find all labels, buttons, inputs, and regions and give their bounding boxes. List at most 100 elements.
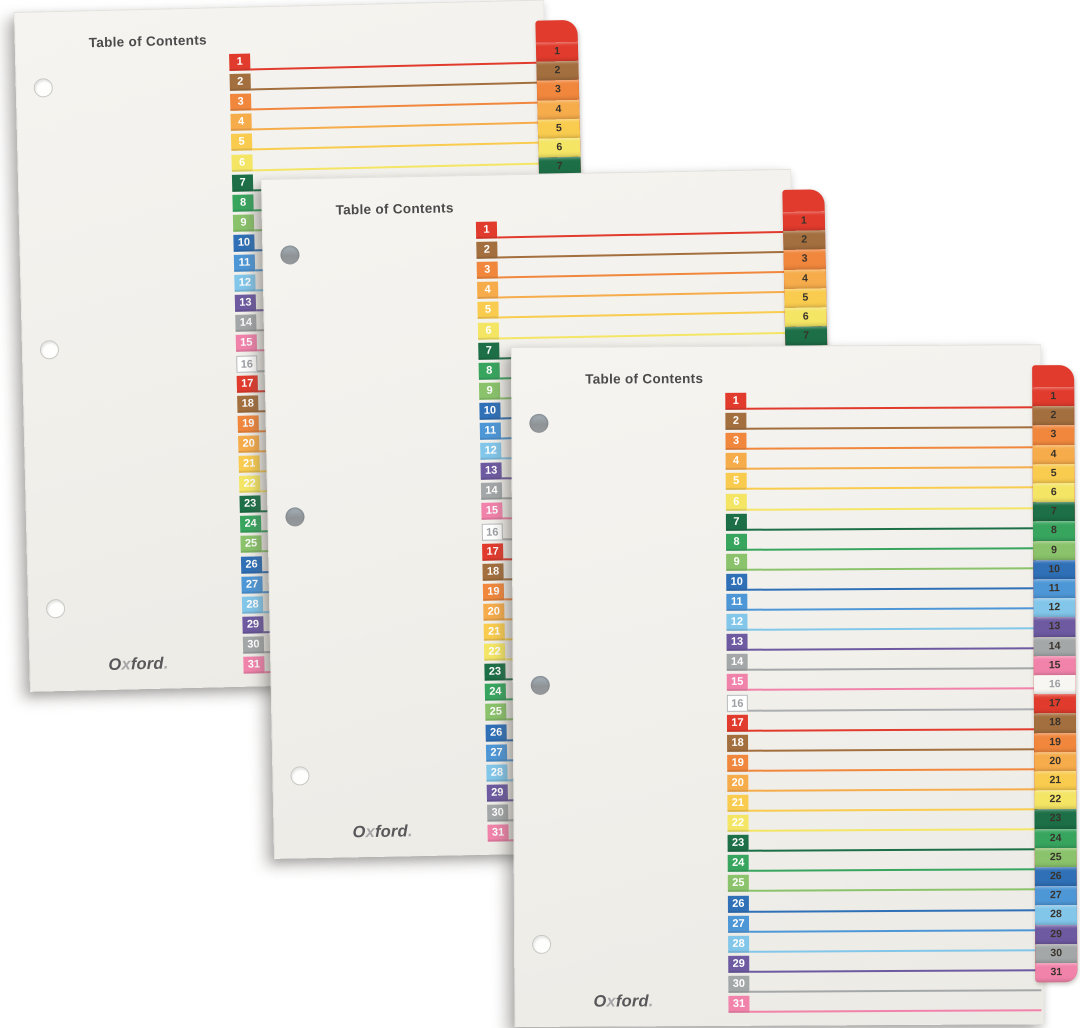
entry-line xyxy=(749,948,1042,953)
index-tab: 3 xyxy=(783,249,826,270)
entry-line xyxy=(748,788,1041,792)
entry-number: 1 xyxy=(725,392,747,410)
index-tab: 27 xyxy=(1034,886,1077,906)
brand-logo-segment: . xyxy=(407,822,413,841)
index-tab: 6 xyxy=(784,307,827,328)
entry-number: 12 xyxy=(726,613,748,631)
toc-row: 6 xyxy=(725,492,1039,511)
entry-number: 6 xyxy=(231,153,253,172)
entry-number: 18 xyxy=(482,563,504,581)
index-tab: 2 xyxy=(536,60,579,82)
entry-line xyxy=(747,627,1040,631)
entry-line xyxy=(747,546,1040,551)
toc-rows: 1 2 3 4 5 6 7 8 9 10 11 12 13 14 15 16 17 18 19 20 21 22 23 24 2… xyxy=(512,345,1042,1013)
entry-number: 1 xyxy=(475,221,498,239)
index-tab: 8 xyxy=(1032,521,1076,541)
entry-line xyxy=(748,868,1041,873)
entry-number: 30 xyxy=(728,975,750,993)
index-tab: 20 xyxy=(1034,751,1077,772)
punch-holes xyxy=(15,1,543,618)
index-tab: 1 xyxy=(535,41,579,62)
entry-number: 30 xyxy=(242,636,265,654)
entry-number: 6 xyxy=(725,493,747,511)
entry-number: 29 xyxy=(728,955,750,973)
punch-hole xyxy=(532,934,552,954)
toc-row: 17 xyxy=(726,713,1041,732)
index-tab: 29 xyxy=(1035,924,1078,945)
entry-number: 18 xyxy=(727,734,749,752)
index-tab: 2 xyxy=(783,230,826,251)
index-tab: 16 xyxy=(1033,675,1076,695)
toc-row: 10 xyxy=(726,572,1040,591)
entry-number: 7 xyxy=(231,174,254,192)
entry-number: 19 xyxy=(237,415,259,433)
entry-number: 8 xyxy=(478,362,500,380)
entry-number: 5 xyxy=(725,473,747,491)
entry-number: 16 xyxy=(236,354,258,373)
entry-number: 22 xyxy=(238,475,261,493)
index-tab: 5 xyxy=(784,287,827,308)
index-tab: 15 xyxy=(1033,655,1076,676)
entry-number: 7 xyxy=(478,342,500,360)
divider-sheet-front: Table of Contents 1 2 3 4 5 6 7 8 9 10 11 12 13 14 15 1… xyxy=(511,344,1078,1027)
entry-number: 22 xyxy=(727,814,749,832)
entry-number: 11 xyxy=(726,593,748,611)
index-tab: 3 xyxy=(1032,425,1075,445)
brand-logo: Oxford. xyxy=(593,992,653,1011)
toc-row: 3 xyxy=(725,431,1039,451)
page-title: Table of Contents xyxy=(88,32,207,51)
brand-logo-segment: ford xyxy=(130,654,164,674)
toc-row: 13 xyxy=(726,632,1040,652)
toc-row: 11 xyxy=(726,592,1040,611)
toc-row: 24 xyxy=(727,854,1041,873)
entry-number: 23 xyxy=(239,495,261,514)
entry-number: 29 xyxy=(486,784,508,802)
page-title: Table of Contents xyxy=(335,200,454,218)
entry-number: 26 xyxy=(240,555,263,574)
entry-number: 16 xyxy=(481,522,503,541)
index-tab: 22 xyxy=(1034,790,1077,810)
toc-row: 2 xyxy=(725,411,1039,430)
toc-row: 29 xyxy=(728,954,1042,973)
punch-hole xyxy=(529,413,549,433)
entry-number: 7 xyxy=(725,513,747,531)
entry-number: 28 xyxy=(486,764,508,782)
toc-row: 21 xyxy=(727,793,1041,812)
entry-number: 6 xyxy=(477,321,500,340)
entry-line xyxy=(749,1009,1042,1013)
brand-logo-segment: ford xyxy=(374,822,409,841)
punch-hole xyxy=(290,765,310,786)
entry-line xyxy=(747,567,1040,571)
index-tab: 25 xyxy=(1034,847,1077,868)
index-tab: 12 xyxy=(1033,598,1076,618)
entry-number: 31 xyxy=(243,656,265,674)
entry-number: 10 xyxy=(726,573,748,591)
toc-row: 4 xyxy=(725,452,1039,471)
index-tab: 7 xyxy=(784,326,828,347)
entry-number: 11 xyxy=(479,422,502,440)
toc-row: 25 xyxy=(727,874,1041,893)
index-tab: 6 xyxy=(538,137,581,158)
toc-row: 8 xyxy=(725,532,1040,551)
entry-number: 12 xyxy=(234,274,256,292)
entry-number: 29 xyxy=(242,616,264,634)
entry-number: 20 xyxy=(483,603,505,621)
entry-number: 3 xyxy=(229,93,252,112)
index-tab: 26 xyxy=(1034,867,1077,887)
entry-number: 19 xyxy=(482,583,505,601)
entry-line xyxy=(746,426,1039,430)
brand-logo-segment: O xyxy=(593,992,607,1011)
brand-logo-segment: . xyxy=(163,654,169,673)
entry-number: 26 xyxy=(485,723,507,742)
index-tab: 14 xyxy=(1033,636,1076,657)
entry-line xyxy=(748,808,1041,812)
entry-number: 27 xyxy=(241,575,263,594)
toc-row: 4 xyxy=(477,276,791,300)
toc-row: 31 xyxy=(728,994,1042,1013)
index-tab: 6 xyxy=(1032,483,1075,503)
entry-number: 8 xyxy=(232,194,254,212)
entry-number: 25 xyxy=(240,535,262,554)
entry-line xyxy=(749,928,1042,933)
entry-number: 24 xyxy=(727,855,749,873)
toc-row: 30 xyxy=(728,974,1042,993)
